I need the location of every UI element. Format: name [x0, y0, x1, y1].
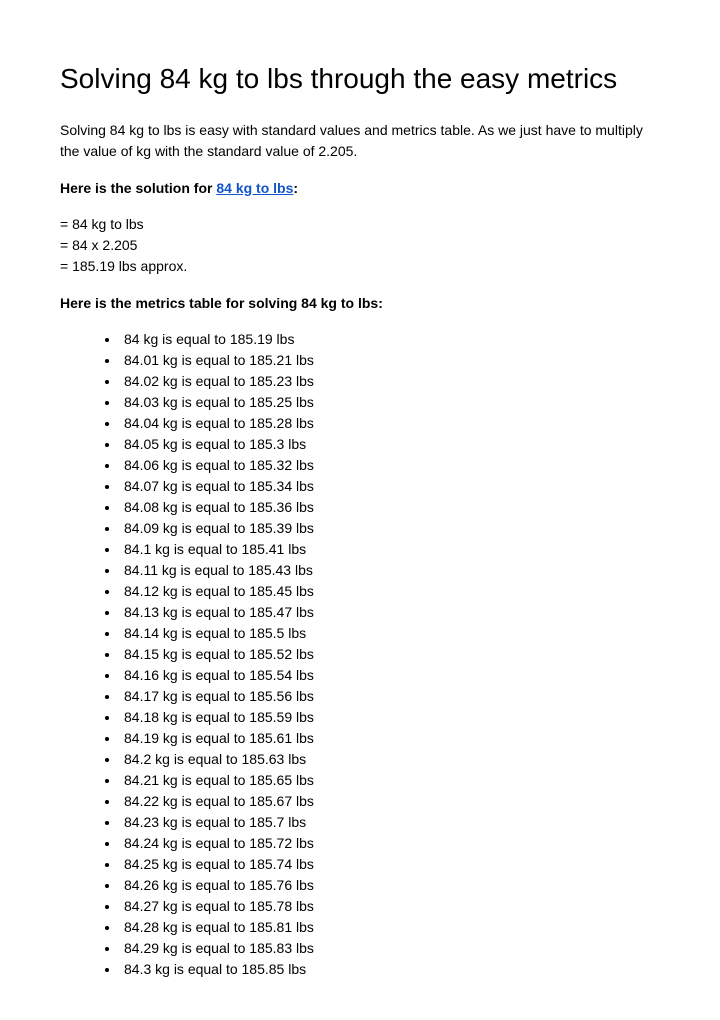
calculation-block: = 84 kg to lbs = 84 x 2.205 = 185.19 lbs… — [60, 214, 660, 277]
list-item: 84.27 kg is equal to 185.78 lbs — [120, 896, 660, 917]
kg-to-lbs-link[interactable]: 84 kg to lbs — [216, 180, 293, 196]
list-item: 84.05 kg is equal to 185.3 lbs — [120, 434, 660, 455]
list-item: 84.2 kg is equal to 185.63 lbs — [120, 749, 660, 770]
list-item: 84.08 kg is equal to 185.36 lbs — [120, 497, 660, 518]
list-item: 84.13 kg is equal to 185.47 lbs — [120, 602, 660, 623]
list-item: 84.18 kg is equal to 185.59 lbs — [120, 707, 660, 728]
solution-label-prefix: Here is the solution for — [60, 180, 216, 196]
list-item: 84.19 kg is equal to 185.61 lbs — [120, 728, 660, 749]
list-item: 84.09 kg is equal to 185.39 lbs — [120, 518, 660, 539]
list-item: 84.1 kg is equal to 185.41 lbs — [120, 539, 660, 560]
list-item: 84.28 kg is equal to 185.81 lbs — [120, 917, 660, 938]
list-item: 84.21 kg is equal to 185.65 lbs — [120, 770, 660, 791]
solution-label-suffix: : — [293, 180, 298, 196]
list-item: 84.07 kg is equal to 185.34 lbs — [120, 476, 660, 497]
list-item: 84.25 kg is equal to 185.74 lbs — [120, 854, 660, 875]
calc-line-1: = 84 kg to lbs — [60, 214, 660, 235]
list-item: 84.22 kg is equal to 185.67 lbs — [120, 791, 660, 812]
list-item: 84.3 kg is equal to 185.85 lbs — [120, 959, 660, 980]
list-item: 84.02 kg is equal to 185.23 lbs — [120, 371, 660, 392]
calc-line-3: = 185.19 lbs approx. — [60, 256, 660, 277]
calc-line-2: = 84 x 2.205 — [60, 235, 660, 256]
intro-paragraph: Solving 84 kg to lbs is easy with standa… — [60, 120, 660, 162]
list-item: 84.11 kg is equal to 185.43 lbs — [120, 560, 660, 581]
list-item: 84.16 kg is equal to 185.54 lbs — [120, 665, 660, 686]
metrics-table-label: Here is the metrics table for solving 84… — [60, 295, 660, 311]
conversion-list: 84 kg is equal to 185.19 lbs84.01 kg is … — [60, 329, 660, 980]
list-item: 84.17 kg is equal to 185.56 lbs — [120, 686, 660, 707]
list-item: 84.26 kg is equal to 185.76 lbs — [120, 875, 660, 896]
list-item: 84.06 kg is equal to 185.32 lbs — [120, 455, 660, 476]
page-title: Solving 84 kg to lbs through the easy me… — [60, 60, 660, 98]
list-item: 84.29 kg is equal to 185.83 lbs — [120, 938, 660, 959]
list-item: 84.03 kg is equal to 185.25 lbs — [120, 392, 660, 413]
list-item: 84.12 kg is equal to 185.45 lbs — [120, 581, 660, 602]
list-item: 84.04 kg is equal to 185.28 lbs — [120, 413, 660, 434]
list-item: 84.23 kg is equal to 185.7 lbs — [120, 812, 660, 833]
list-item: 84.24 kg is equal to 185.72 lbs — [120, 833, 660, 854]
list-item: 84.14 kg is equal to 185.5 lbs — [120, 623, 660, 644]
solution-label: Here is the solution for 84 kg to lbs: — [60, 180, 660, 196]
list-item: 84.15 kg is equal to 185.52 lbs — [120, 644, 660, 665]
list-item: 84.01 kg is equal to 185.21 lbs — [120, 350, 660, 371]
list-item: 84 kg is equal to 185.19 lbs — [120, 329, 660, 350]
